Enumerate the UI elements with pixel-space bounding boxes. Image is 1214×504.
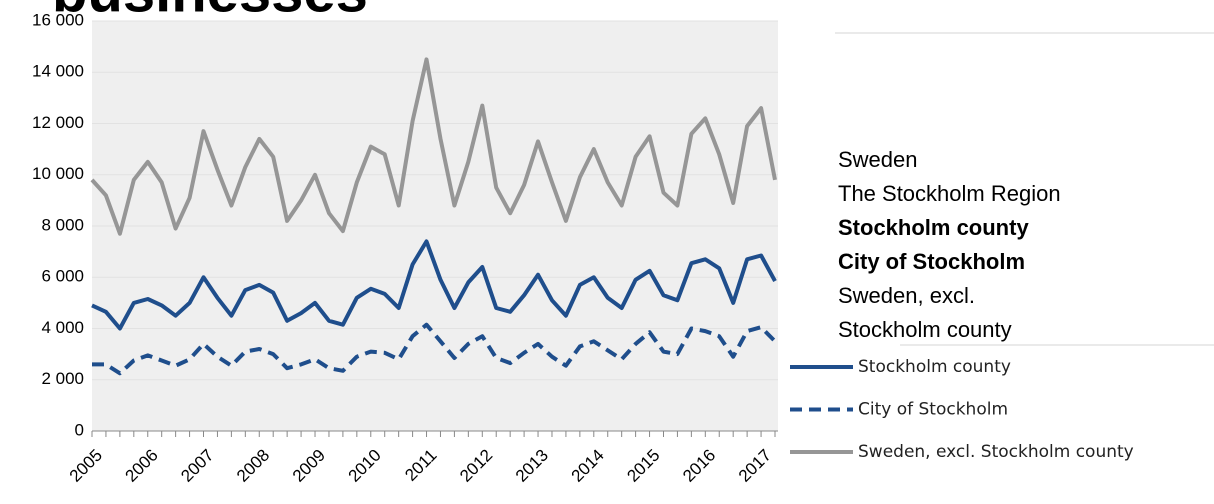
x-tick-label: 2007: [177, 446, 217, 486]
series-line: [92, 322, 777, 376]
page-heading: businesses: [52, 0, 368, 24]
menu-item[interactable]: Stockholm county: [838, 215, 1029, 240]
legend-label: Sweden, excl. Stockholm county: [858, 442, 1134, 462]
y-tick-label: 10 000: [32, 164, 84, 183]
y-tick-label: 2 000: [41, 369, 84, 388]
x-tick-label: 2008: [233, 446, 273, 486]
y-tick-label: 12 000: [32, 113, 84, 132]
legend-label: City of Stockholm: [858, 400, 1008, 420]
menu-item[interactable]: Sweden, excl. Stockholm county: [838, 283, 1012, 342]
menu-item[interactable]: The Stockholm Region: [838, 181, 1061, 206]
y-tick-label: 6 000: [41, 267, 84, 286]
y-tick-label: 0: [75, 420, 84, 439]
legend-label: Stockholm county: [858, 357, 1011, 377]
x-tick-label: 2015: [623, 446, 663, 486]
series-line: [91, 239, 777, 331]
x-tick-label: 2014: [568, 446, 608, 486]
x-tick-label: 2011: [401, 446, 440, 485]
y-tick-label: 16 000: [32, 10, 84, 29]
y-tick-label: 8 000: [41, 215, 84, 234]
menu-item[interactable]: Sweden: [838, 147, 918, 172]
y-tick-label: 4 000: [41, 318, 84, 337]
x-tick-label: 2016: [679, 446, 719, 486]
series-line: [90, 57, 777, 236]
y-tick-label: 14 000: [32, 62, 84, 81]
x-tick-label: 2009: [289, 446, 329, 486]
x-tick-label: 2012: [456, 446, 496, 486]
x-tick-label: 2010: [345, 446, 385, 486]
menu-item[interactable]: City of Stockholm: [838, 249, 1026, 274]
x-tick-label: 2017: [735, 446, 775, 486]
x-tick-label: 2013: [512, 446, 552, 486]
x-tick-label: 2006: [122, 446, 162, 486]
menu: Sweden The Stockholm Region Stockholm co…: [838, 143, 1078, 347]
x-tick-label: 2005: [66, 446, 106, 486]
